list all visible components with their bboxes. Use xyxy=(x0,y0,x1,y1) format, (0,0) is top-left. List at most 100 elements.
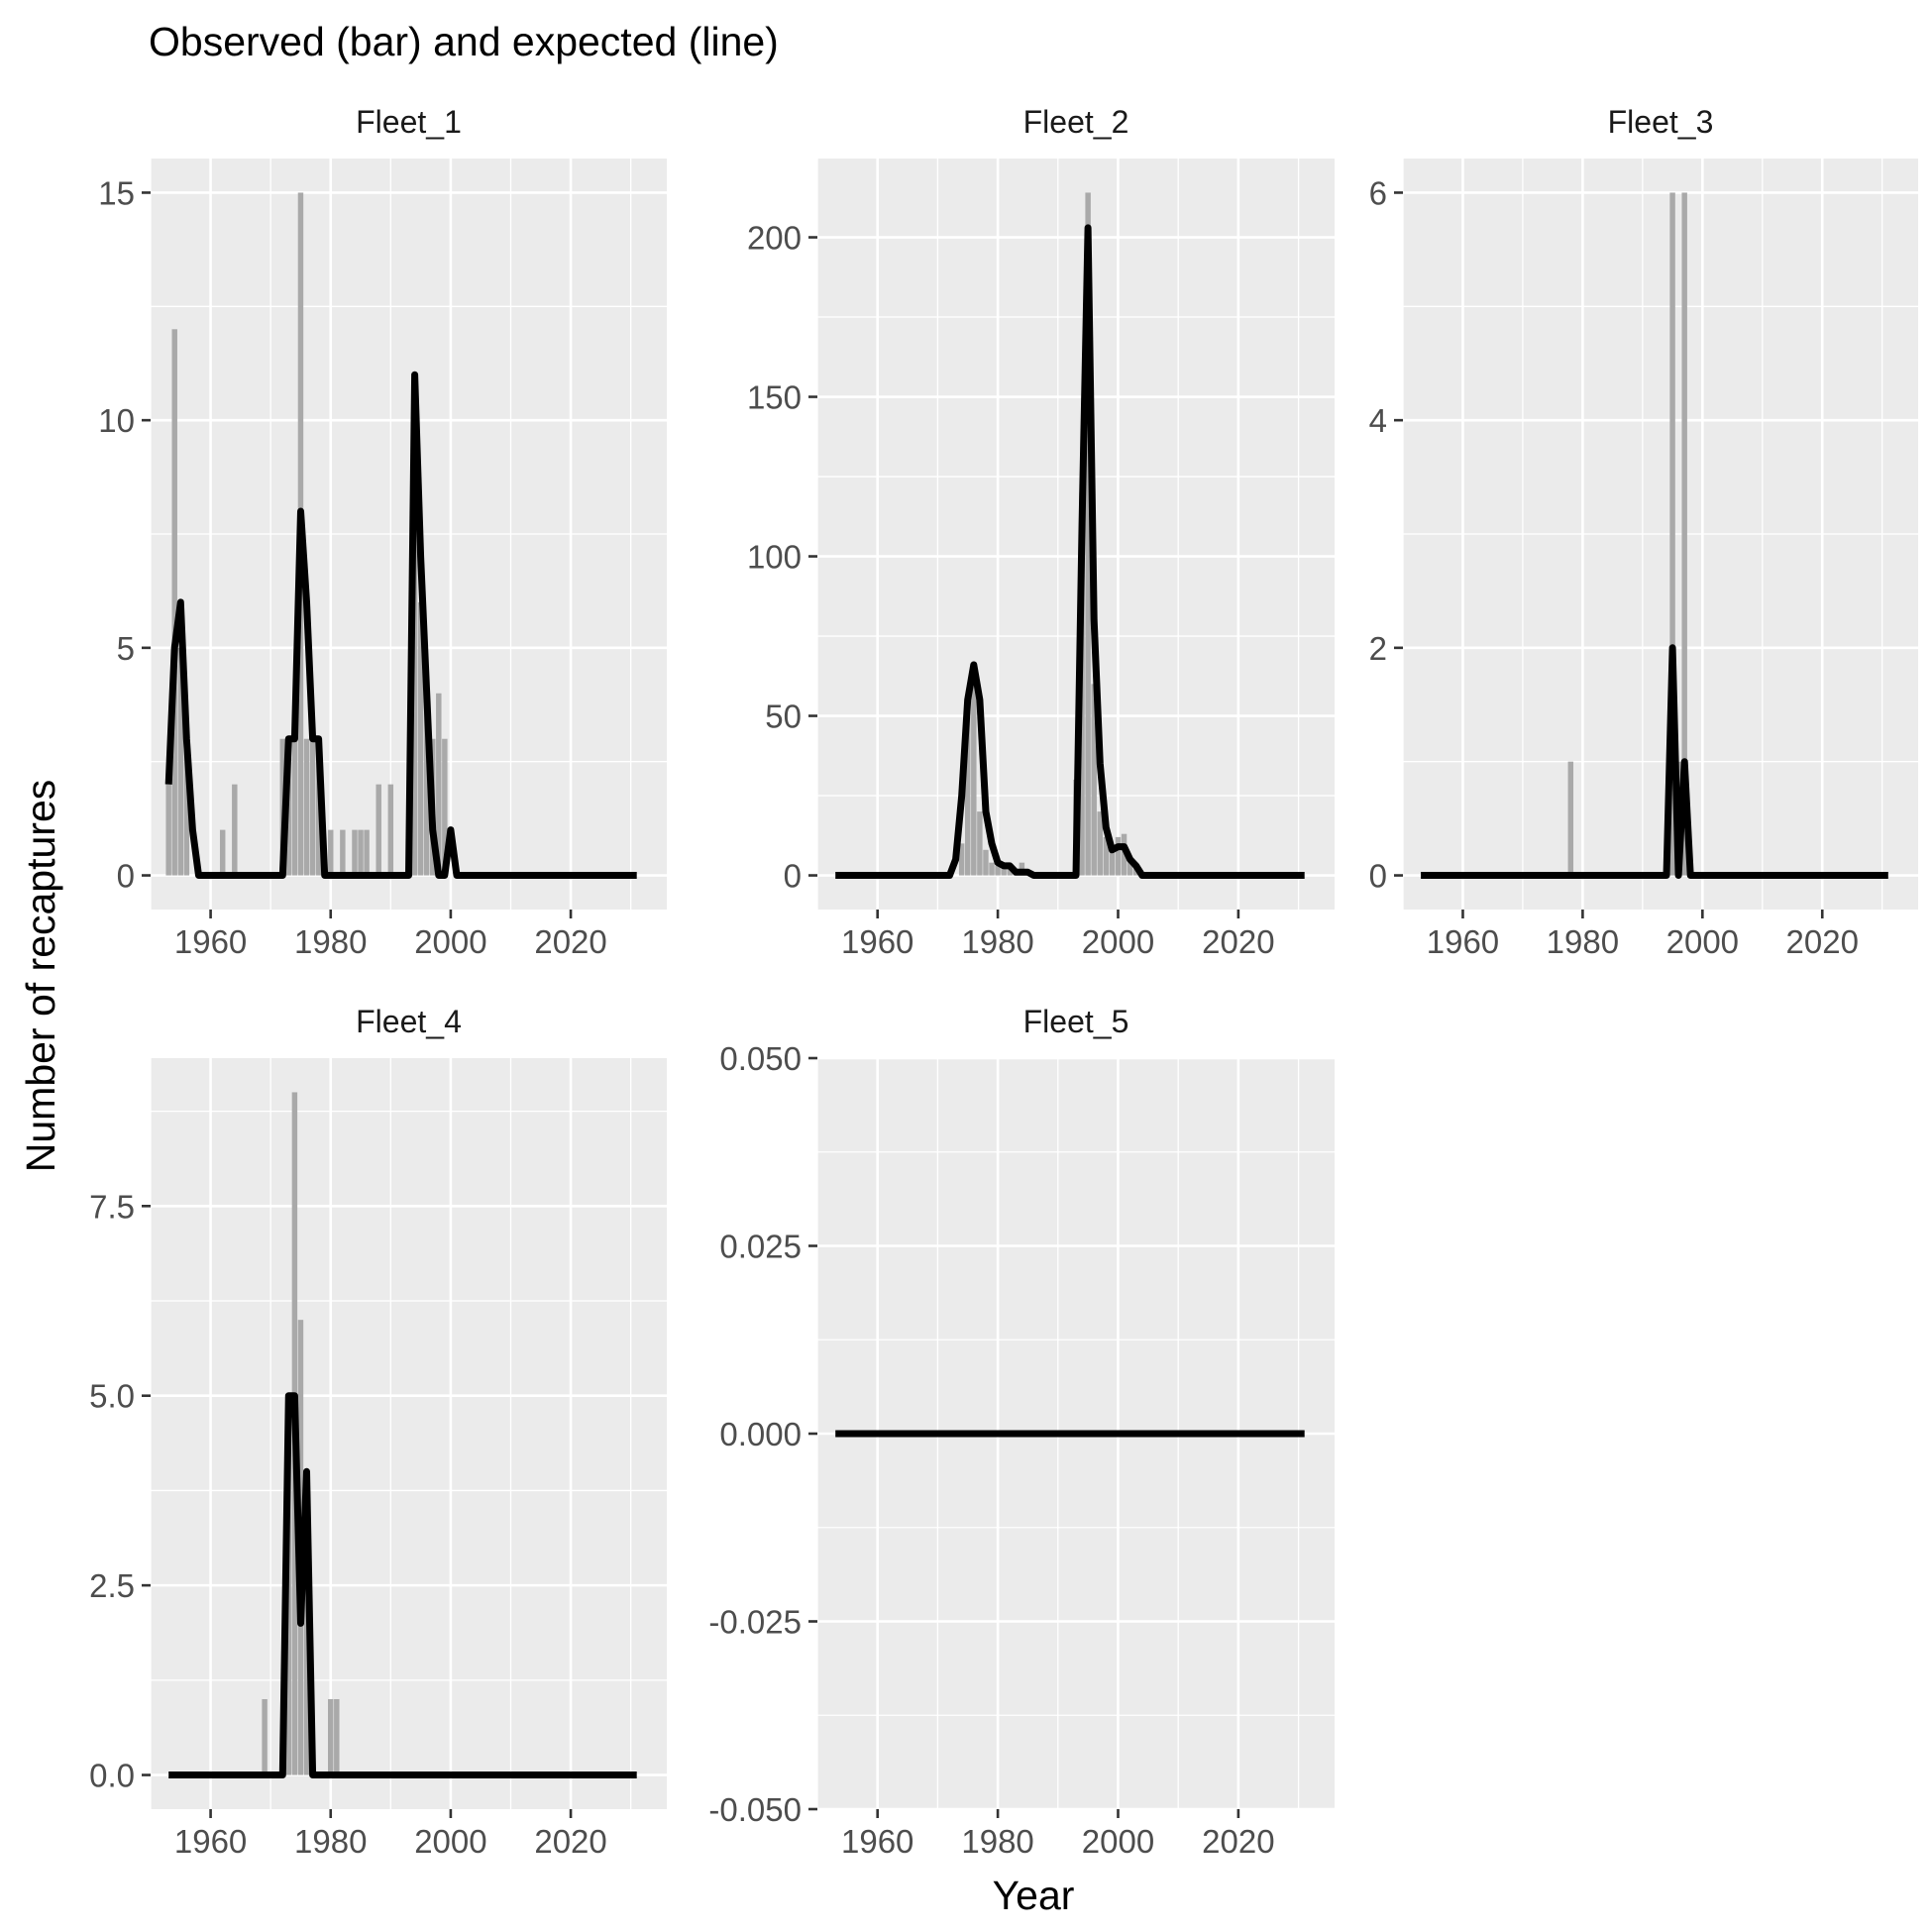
plot-title: Observed (bar) and expected (line) xyxy=(149,19,779,64)
observed-bar xyxy=(995,865,1001,876)
y-tick-label: 0.0 xyxy=(89,1758,135,1794)
observed-bar xyxy=(171,329,177,876)
observed-bar xyxy=(1103,836,1110,876)
x-tick-label: 2020 xyxy=(1786,923,1859,960)
x-tick-label: 1960 xyxy=(174,1823,247,1860)
facet-strip-label: Fleet_1 xyxy=(356,104,462,140)
observed-bar xyxy=(1567,761,1574,876)
x-tick-label: 1980 xyxy=(294,1823,367,1860)
panel-background xyxy=(151,1058,667,1809)
x-tick-label: 1980 xyxy=(961,1823,1033,1860)
y-tick-label: 100 xyxy=(747,539,802,576)
x-tick-label: 2020 xyxy=(534,923,606,960)
y-axis-title: Number of recaptures xyxy=(18,780,63,1173)
observed-bar xyxy=(1085,192,1091,876)
x-tick-label: 1960 xyxy=(841,923,913,960)
y-tick-label: 5 xyxy=(117,630,135,667)
x-tick-label: 1980 xyxy=(961,923,1033,960)
y-tick-label: 0 xyxy=(117,858,135,895)
observed-bar xyxy=(1091,684,1097,876)
observed-bar xyxy=(328,1698,334,1775)
expected-line xyxy=(164,371,637,879)
observed-bar xyxy=(352,829,358,876)
observed-bar xyxy=(291,738,298,876)
observed-bar xyxy=(958,843,965,876)
x-tick-label: 1980 xyxy=(1547,923,1619,960)
observed-bar xyxy=(423,693,430,876)
observed-bar xyxy=(1681,192,1687,876)
x-tick-label: 2000 xyxy=(414,923,486,960)
observed-bar xyxy=(376,784,381,876)
observed-bar xyxy=(977,811,983,876)
x-tick-label: 2000 xyxy=(1666,923,1739,960)
facet-panel-4: Fleet_4 1960 1980 2000 2020 0.0 2.5 5.0 7.5 xyxy=(89,1004,667,1860)
observed-bar xyxy=(358,829,364,876)
observed-bar xyxy=(417,601,424,876)
observed-bar xyxy=(334,1698,340,1775)
y-tick-label: 10 xyxy=(98,402,135,439)
facet-panel-2: Fleet_2 1960 1980 2000 2020 0 50 100 150 200 xyxy=(747,104,1335,960)
observed-bar xyxy=(1109,849,1116,876)
x-tick-label: 1960 xyxy=(1427,923,1499,960)
observed-bar xyxy=(165,784,171,876)
y-tick-label: -0.025 xyxy=(708,1604,802,1641)
y-tick-label: 4 xyxy=(1369,402,1387,439)
x-tick-label: 2000 xyxy=(1082,1823,1154,1860)
observed-bar xyxy=(1097,811,1104,876)
expected-line xyxy=(1421,644,1888,879)
facet-panel-3: Fleet_3 1960 1980 2000 2020 0 2 4 6 xyxy=(1369,104,1918,960)
facet-panel-1: Fleet_1 1960 1980 2000 2020 0 5 10 15 xyxy=(98,104,667,960)
observed-bar xyxy=(965,699,971,876)
observed-bar xyxy=(177,647,184,876)
observed-bar xyxy=(340,829,346,876)
y-tick-label: -0.050 xyxy=(708,1791,802,1828)
observed-bar xyxy=(983,849,989,876)
x-tick-label: 2000 xyxy=(414,1823,486,1860)
facet-panel-5: Fleet_5 1960 1980 2000 2020 -0.050 -0.025 0.000… xyxy=(708,1004,1335,1860)
y-tick-label: 0.000 xyxy=(719,1416,802,1452)
observed-bar xyxy=(387,784,394,876)
observed-bar xyxy=(989,862,995,876)
y-tick-label: 5.0 xyxy=(89,1378,135,1415)
observed-bar xyxy=(183,738,190,876)
observed-bar xyxy=(364,829,370,876)
y-tick-label: 6 xyxy=(1369,174,1387,211)
x-tick-label: 2020 xyxy=(1202,923,1274,960)
y-tick-label: 0.050 xyxy=(719,1040,802,1077)
y-tick-label: 0 xyxy=(784,858,802,895)
y-tick-label: 50 xyxy=(765,698,802,735)
observed-bar xyxy=(219,829,226,876)
x-tick-label: 1960 xyxy=(841,1823,913,1860)
facet-strip-label: Fleet_4 xyxy=(356,1004,462,1039)
observed-bar xyxy=(303,738,310,876)
y-tick-label: 7.5 xyxy=(89,1188,135,1225)
y-tick-label: 2 xyxy=(1369,630,1387,667)
facet-strip-label: Fleet_5 xyxy=(1023,1004,1129,1039)
y-tick-label: 200 xyxy=(747,220,802,257)
x-tick-label: 2020 xyxy=(1202,1823,1274,1860)
observed-bar xyxy=(1115,836,1122,876)
observed-bar xyxy=(1001,865,1007,876)
y-tick-label: 0 xyxy=(1369,858,1387,895)
observed-bar xyxy=(309,738,316,876)
x-tick-label: 2000 xyxy=(1082,923,1154,960)
facet-strip-label: Fleet_2 xyxy=(1023,104,1129,140)
y-tick-label: 2.5 xyxy=(89,1567,135,1604)
x-axis-title: Year xyxy=(993,1873,1075,1918)
observed-bar xyxy=(442,738,448,876)
observed-bar xyxy=(1669,192,1675,876)
observed-bar xyxy=(1127,859,1133,876)
facet-strip-label: Fleet_3 xyxy=(1608,104,1714,140)
observed-bar xyxy=(436,693,442,876)
x-tick-label: 1980 xyxy=(294,923,367,960)
observed-bar xyxy=(328,829,334,876)
expected-line xyxy=(168,1392,637,1778)
observed-bar xyxy=(232,784,238,876)
x-tick-label: 1960 xyxy=(174,923,247,960)
y-tick-label: 15 xyxy=(98,174,135,211)
observed-bar xyxy=(971,684,977,876)
x-tick-label: 2020 xyxy=(534,1823,606,1860)
y-tick-label: 0.025 xyxy=(719,1229,802,1265)
